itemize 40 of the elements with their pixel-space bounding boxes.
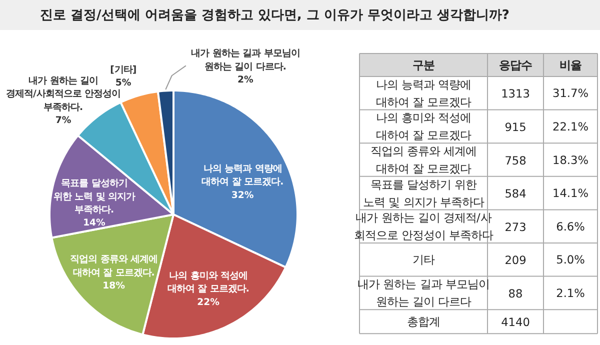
category-label: 목표를 달성하기 위한 노력 및 의지가 부족하다 bbox=[363, 177, 484, 209]
category-label: 내가 원하는 길이 경제적/사 회적으로 안정성이 부족하다 bbox=[354, 210, 494, 242]
data-label: 32% bbox=[231, 190, 254, 201]
data-label: 2.1% bbox=[556, 286, 586, 300]
data-label: 22% bbox=[197, 296, 220, 308]
category-label: 기타 bbox=[412, 252, 434, 267]
data-label: 14.1% bbox=[552, 186, 589, 200]
slice-label: [기타] bbox=[110, 64, 137, 76]
text: 구분 bbox=[412, 58, 434, 72]
data-label: 31.7% bbox=[552, 86, 589, 100]
slice-label: 직업의 종류와 세계에 대하여 잘 모르겠다. bbox=[70, 254, 158, 278]
data-label: 273 bbox=[504, 220, 526, 234]
text: 4140 bbox=[501, 315, 530, 330]
slice-label: 목표를 달성하기 위한 노력 및 의지가 부족하다. bbox=[53, 178, 136, 216]
data-label: 5% bbox=[115, 77, 132, 88]
data-label: 6.6% bbox=[556, 219, 586, 234]
slice-label: 나의 흥미와 적성에 대하여 잘 모르겠다. bbox=[167, 270, 250, 295]
category-label: 나의 능력과 역량에 대하여 잘 모르겠다 bbox=[376, 77, 472, 109]
data-label: 5.0% bbox=[556, 252, 586, 267]
category-label: 직업의 종류와 세계에 대하여 잘 모르겠다 bbox=[370, 144, 477, 176]
data-label: 1313 bbox=[501, 86, 530, 101]
data-label: 14% bbox=[83, 218, 106, 229]
data-label: 2% bbox=[238, 74, 254, 86]
data-label: 88 bbox=[508, 286, 523, 300]
data-label: 7% bbox=[55, 115, 72, 126]
data-label: 18% bbox=[102, 280, 126, 292]
slice-label: 나의 능력과 역량에 대하여 잘 모르겠다. bbox=[202, 163, 284, 188]
text: 비율 bbox=[560, 58, 582, 72]
category-label: 내가 원하는 길과 부모님이 원하는 길이 다르다 bbox=[358, 277, 490, 309]
data-label: 758 bbox=[504, 153, 526, 168]
data-label: 584 bbox=[504, 186, 526, 201]
data-label: 209 bbox=[504, 253, 526, 268]
data-label: 22.1% bbox=[552, 119, 589, 134]
chart-title: 진로 결정/선택에 어려움을 경험하고 있다면, 그 이유가 무엇이라고 생각합니까? bbox=[40, 7, 510, 25]
series-label: 응답수 bbox=[499, 58, 532, 72]
category-label: 나의 흥미와 적성에 대하여 잘 모르겠다 bbox=[376, 110, 472, 142]
slice-label: 내가 원하는 길과 부모님이 원하는 길이 다르다. bbox=[191, 48, 300, 72]
data-label: 915 bbox=[504, 120, 526, 134]
data-label: 18.3% bbox=[552, 152, 589, 167]
text: 총합계 bbox=[407, 314, 440, 329]
